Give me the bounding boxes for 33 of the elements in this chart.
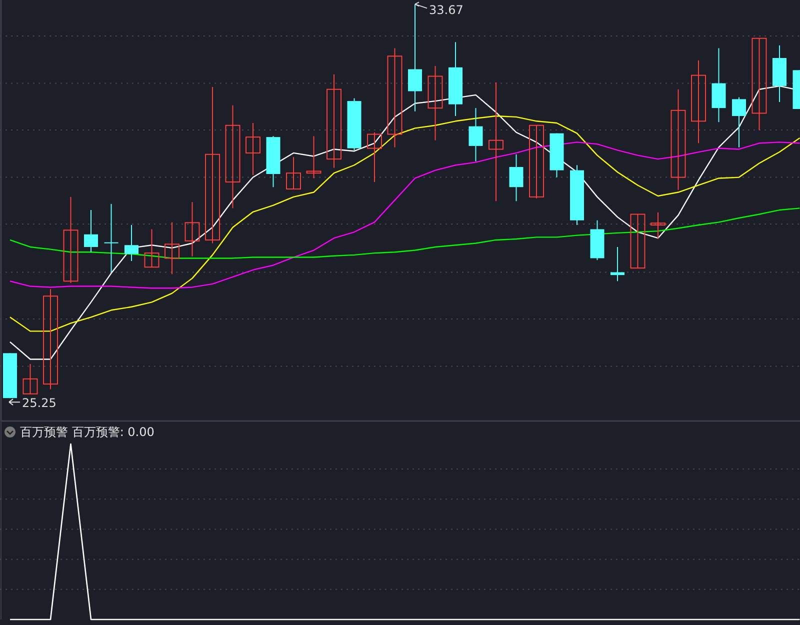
candlestick (164, 222, 180, 275)
candlestick (428, 65, 443, 141)
candlestick (468, 108, 483, 162)
candlestick (306, 136, 322, 179)
candlestick (529, 124, 544, 199)
candlestick (144, 228, 160, 268)
candlestick (326, 74, 342, 168)
candlestick (752, 38, 767, 131)
candlestick (22, 363, 38, 394)
chart-title: 百万预警 百万预警: 0.00 (20, 425, 154, 439)
candlestick (509, 154, 524, 202)
candlestick (84, 210, 98, 253)
candlestick (63, 196, 78, 284)
candlestick (184, 202, 200, 257)
candlestick (408, 4, 422, 112)
candlestick (488, 82, 504, 202)
candlestick (650, 212, 666, 240)
candlestick (732, 96, 746, 148)
candlestick (367, 132, 382, 182)
candlestick (205, 86, 220, 244)
candlestick (387, 48, 402, 148)
candlestick (670, 88, 686, 190)
candlestick (691, 60, 706, 144)
candlestick (286, 156, 301, 190)
annotation: 33.67 (429, 3, 464, 18)
candlestick (225, 104, 240, 209)
annotation: 25.25 (22, 396, 56, 410)
candlestick (610, 246, 624, 282)
candlestick (630, 214, 646, 269)
candlestick (43, 288, 58, 390)
candlestick (104, 203, 118, 273)
candlestick (246, 122, 260, 176)
candlestick (124, 224, 138, 262)
